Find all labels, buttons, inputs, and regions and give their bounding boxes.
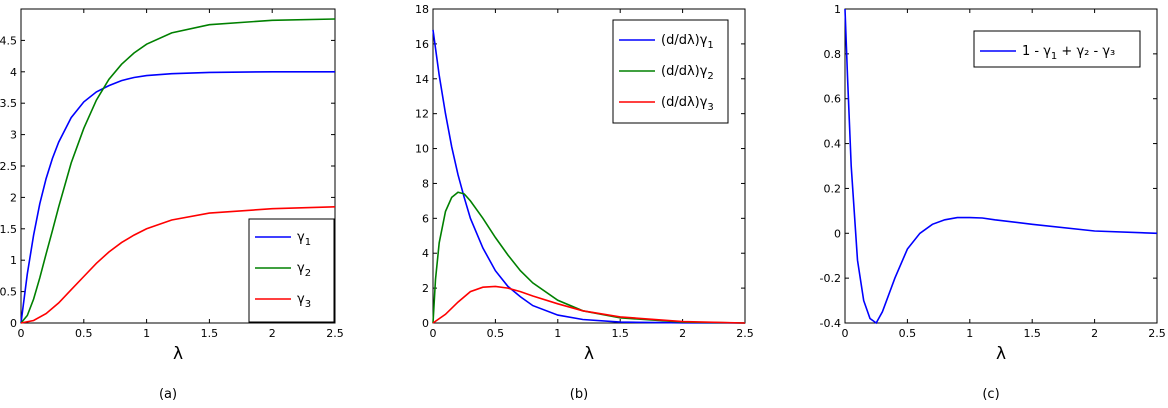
y-tick-label: 10 (415, 143, 429, 156)
y-tick-label: 0 (834, 227, 841, 240)
series-line-1 (432, 29, 746, 324)
y-tick-label: 4.5 (0, 34, 17, 47)
y-tick-label: 8 (422, 177, 429, 190)
y-tick-label: 0.5 (0, 286, 17, 299)
chart-panel-2: 0 0.5 1 1.5 2 2.5 -0.4 -0.2 0 0.2 0.4 0.6 0.8 1 λ (c) 1 … (820, 3, 1166, 402)
panel-caption: (c) (982, 387, 999, 402)
x-tick-label: 2.5 (326, 327, 344, 340)
y-tick-label: 4 (10, 66, 17, 79)
series-line-3 (432, 285, 746, 324)
y-tick-label: 0.6 (824, 93, 842, 106)
legend-entry-1: (d/dλ)γ1 (661, 33, 714, 51)
x-tick-label: 0 (430, 327, 437, 340)
x-tick-label: 0.5 (899, 327, 917, 340)
series-line-3 (20, 206, 336, 324)
x-axis-label: λ (584, 344, 594, 364)
y-tick-label: 3 (10, 129, 17, 142)
panel-caption: (b) (570, 387, 588, 402)
x-tick-label: 1 (554, 327, 561, 340)
plot-frame (844, 8, 1158, 324)
legend-box (248, 218, 335, 323)
y-tick-label: 18 (415, 3, 429, 16)
x-axis-label: λ (173, 344, 183, 364)
x-tick-label: 1 (966, 327, 973, 340)
y-tick-label: 4 (422, 247, 429, 260)
x-tick-label: 1.5 (201, 327, 219, 340)
y-tick-label: 12 (415, 108, 429, 121)
x-tick-label: 1.5 (611, 327, 629, 340)
y-tick-label: 0.4 (824, 138, 842, 151)
y-tick-label: 16 (415, 38, 429, 51)
plot-frame (432, 8, 746, 324)
x-tick-label: 0.5 (75, 327, 93, 340)
x-tick-label: 0.5 (487, 327, 505, 340)
x-tick-label: 2 (269, 327, 276, 340)
legend: 1 - γ1 + γ₂ - γ₃ (973, 30, 1141, 68)
legend-entry-2: γ2 (297, 261, 311, 279)
x-tick-label: 0 (18, 327, 25, 340)
legend-box (973, 30, 1141, 68)
y-tick-label: 6 (422, 212, 429, 225)
y-tick-label: 1 (10, 254, 17, 267)
y-tick-label: 0.2 (824, 182, 842, 195)
legend-entry-2: (d/dλ)γ2 (661, 64, 714, 82)
x-tick-label: 2 (1091, 327, 1098, 340)
y-tick-label: 0 (10, 317, 17, 330)
chart-panel-1: 0 0.5 1 1.5 2 2.5024681012141618λ(b)(d/dλ)γ1(… (415, 3, 754, 402)
x-tick-label: 2.5 (736, 327, 754, 340)
x-tick-label: 2 (679, 327, 686, 340)
series-line-2 (432, 191, 746, 324)
legend-entry-3: γ3 (297, 292, 311, 310)
legend-entry-1: γ1 (297, 230, 311, 248)
series-line-1 (20, 71, 335, 324)
legend-entry-1: 1 - γ1 + γ₂ - γ₃ (1022, 44, 1115, 62)
x-axis-label: λ (996, 344, 1006, 364)
series-line-1 (844, 8, 1158, 325)
legend: (d/dλ)γ1 (d/dλ)γ2 (d/dλ)γ3 (612, 19, 729, 124)
x-tick-label: 0 (842, 327, 849, 340)
y-tick-label: -0.2 (820, 272, 841, 285)
x-tick-label: 1.5 (1023, 327, 1041, 340)
y-tick-label: 2 (10, 191, 17, 204)
y-tick-label: 1 (834, 3, 841, 16)
x-tick-label: 1 (143, 327, 150, 340)
y-tick-label: 0 (422, 317, 429, 330)
legend: γ1 γ2 γ3 (248, 218, 335, 323)
chart-panel-0: 0 0.5 1 1.5 2 2.5 0 0.5 1 1.5 2 2.5 3 3.5 4 4.5 λ (a) γ1 γ2… (0, 8, 344, 402)
y-tick-label: 14 (415, 73, 429, 86)
panel-caption: (a) (159, 387, 177, 402)
y-tick-label: 2 (422, 282, 429, 295)
x-tick-label: 2.5 (1148, 327, 1166, 340)
y-tick-label: 1.5 (0, 223, 17, 236)
y-tick-label: 0.8 (824, 48, 842, 61)
legend-entry-3: (d/dλ)γ3 (661, 95, 714, 113)
series-line-2 (20, 18, 336, 324)
y-tick-label: 2.5 (0, 160, 17, 173)
y-tick-label: -0.4 (820, 317, 841, 330)
y-tick-label: 3.5 (0, 97, 17, 110)
